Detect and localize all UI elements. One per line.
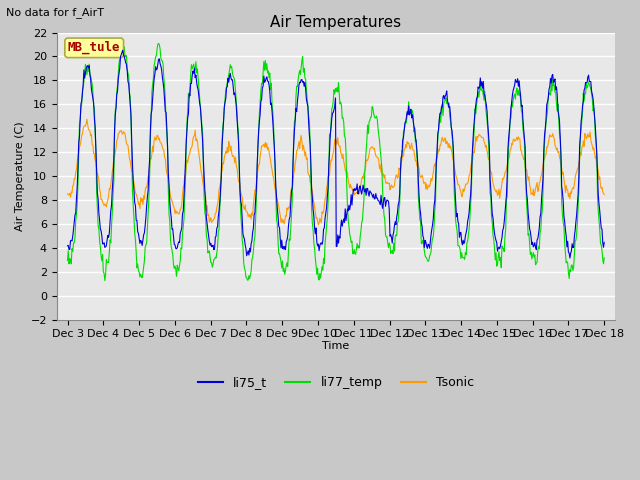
Y-axis label: Air Temperature (C): Air Temperature (C) bbox=[15, 121, 25, 231]
Text: MB_tule: MB_tule bbox=[68, 41, 120, 55]
X-axis label: Time: Time bbox=[323, 341, 349, 351]
Text: No data for f_AirT: No data for f_AirT bbox=[6, 7, 104, 18]
Legend: li75_t, li77_temp, Tsonic: li75_t, li77_temp, Tsonic bbox=[193, 371, 479, 394]
Title: Air Temperatures: Air Temperatures bbox=[270, 15, 401, 30]
